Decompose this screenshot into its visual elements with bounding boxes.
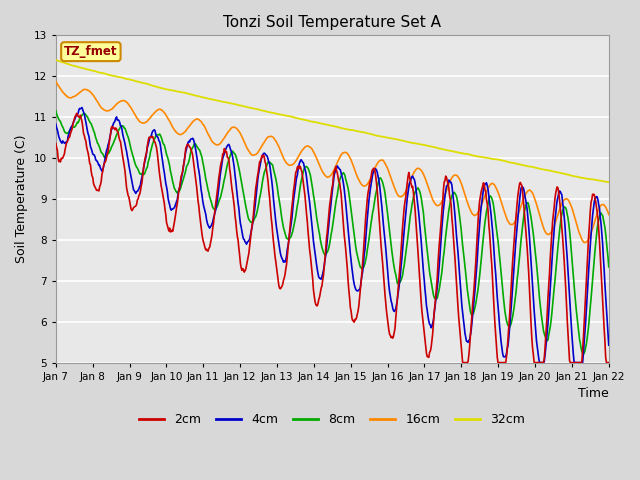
Title: Tonzi Soil Temperature Set A: Tonzi Soil Temperature Set A — [223, 15, 442, 30]
X-axis label: Time: Time — [578, 387, 609, 400]
Legend: 2cm, 4cm, 8cm, 16cm, 32cm: 2cm, 4cm, 8cm, 16cm, 32cm — [134, 408, 530, 431]
Text: TZ_fmet: TZ_fmet — [64, 45, 118, 58]
Y-axis label: Soil Temperature (C): Soil Temperature (C) — [15, 135, 28, 263]
